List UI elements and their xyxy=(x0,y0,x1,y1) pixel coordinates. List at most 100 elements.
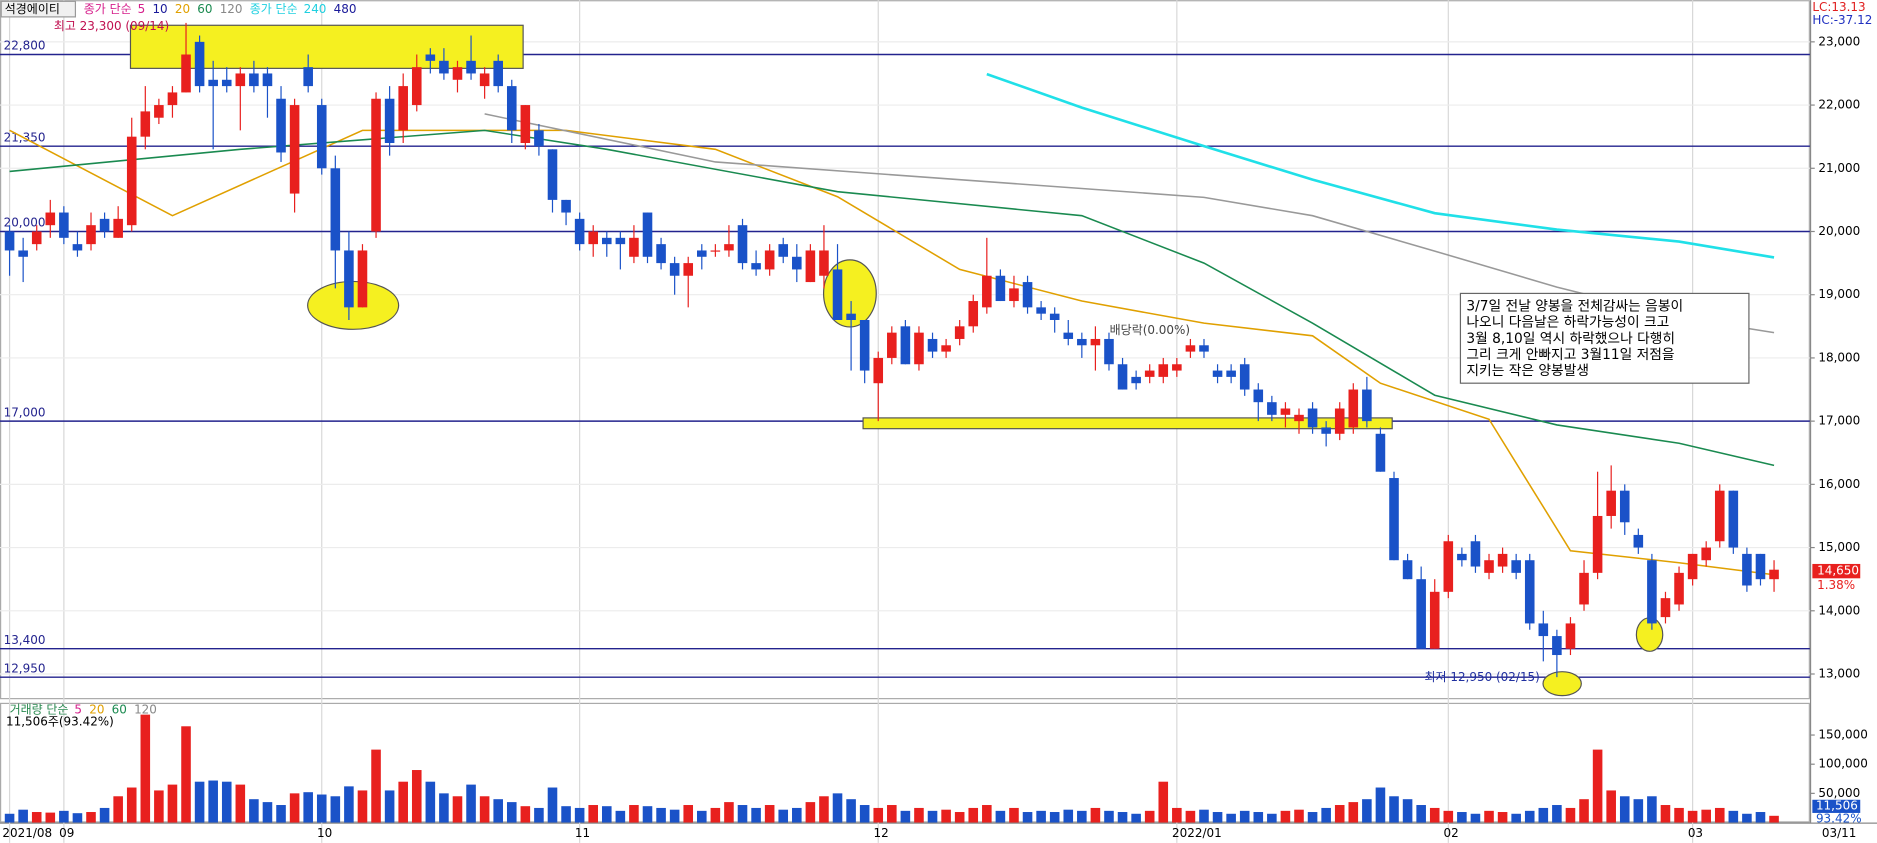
candle-body xyxy=(1375,433,1386,472)
volume-bar xyxy=(4,813,15,823)
price-tick-label: 16,000 xyxy=(1818,477,1860,491)
volume-bar xyxy=(316,794,327,823)
volume-bar xyxy=(629,805,639,823)
candle-body xyxy=(1755,553,1766,580)
candle-body xyxy=(384,98,395,143)
volume-bar xyxy=(1280,810,1291,823)
candle-body xyxy=(859,319,870,371)
level-label: 12,950 xyxy=(4,661,46,675)
candle-body xyxy=(262,73,273,87)
volume-bar xyxy=(1294,809,1304,823)
volume-bar xyxy=(344,786,354,823)
candle-body xyxy=(398,86,408,131)
change-label: 1.38% xyxy=(1817,578,1855,592)
candle-body xyxy=(1321,427,1331,434)
volume-bar xyxy=(1714,807,1725,823)
candle-body xyxy=(235,73,246,87)
candle-body xyxy=(1497,553,1508,567)
candle-body xyxy=(1063,332,1074,339)
volume-legend-period: 20 xyxy=(89,702,104,716)
volume-bar xyxy=(167,784,178,823)
date-label: 02 xyxy=(1444,826,1459,840)
legend-period: 5 xyxy=(138,2,146,16)
volume-bar xyxy=(1552,805,1562,823)
candle-body xyxy=(1742,553,1752,586)
volume-bar xyxy=(1185,810,1196,823)
volume-bar xyxy=(1063,809,1074,823)
candle-body xyxy=(18,250,28,257)
volume-bar xyxy=(1307,812,1318,823)
volume-bar xyxy=(1619,796,1630,823)
candle-body xyxy=(1619,490,1630,523)
candle-body xyxy=(1009,288,1019,302)
legend-period: 60 xyxy=(197,2,212,16)
volume-bar xyxy=(1022,812,1033,823)
candle-body xyxy=(276,98,286,153)
volume-summary: 11,506주(93.42%) xyxy=(6,714,114,728)
note-box xyxy=(1459,292,1750,384)
hc-label: HC:-37.12 xyxy=(1812,13,1872,27)
candle-body xyxy=(1565,623,1576,649)
volume-bar xyxy=(1090,807,1101,823)
candle-body xyxy=(914,332,924,365)
price-tick-label: 14,000 xyxy=(1818,603,1860,617)
candle-body xyxy=(1552,636,1562,656)
volume-bar xyxy=(547,787,558,823)
candle-body xyxy=(1280,408,1291,415)
volume-bar xyxy=(249,799,259,823)
level-label: 21,350 xyxy=(4,130,46,144)
candle-body xyxy=(1538,623,1549,637)
volume-bar xyxy=(751,807,761,823)
volume-bar xyxy=(1524,810,1535,823)
candle-body xyxy=(1701,547,1711,561)
volume-bar xyxy=(1144,810,1155,823)
volume-bar xyxy=(276,805,286,823)
volume-bar xyxy=(86,812,96,823)
date-label: 2021/08 xyxy=(2,826,52,840)
candle-body xyxy=(1144,370,1155,377)
candle-body xyxy=(1104,338,1114,365)
note-line: 지키는 작은 양봉발생 xyxy=(1466,363,1589,379)
candle-body xyxy=(221,79,232,87)
volume-bar xyxy=(859,805,870,823)
stock-name: 석경에이티 xyxy=(5,2,60,16)
candle-body xyxy=(697,250,707,257)
volume-bar xyxy=(683,805,694,823)
note-line: 나오니 다음날은 하락가능성이 크고 xyxy=(1466,315,1669,331)
date-label: 03 xyxy=(1688,826,1703,840)
candle-body xyxy=(1049,313,1060,320)
volume-bar xyxy=(954,812,965,823)
volume-bar xyxy=(887,805,897,823)
volume-bar xyxy=(1755,812,1766,823)
candle-body xyxy=(832,269,843,320)
volume-bar xyxy=(941,809,951,823)
level-label: 20,000 xyxy=(4,216,46,230)
volume-bar xyxy=(1334,805,1345,823)
moving-average xyxy=(986,72,1775,259)
candle-body xyxy=(154,105,164,118)
volume-bar xyxy=(927,810,938,823)
volume-bar xyxy=(588,805,598,823)
legend-period: 240 xyxy=(304,2,327,16)
candle-body xyxy=(1117,364,1128,390)
candle-body xyxy=(1402,560,1413,580)
candle-body xyxy=(1389,478,1399,561)
last-volume-box xyxy=(1812,799,1861,813)
candle-body xyxy=(1212,370,1223,377)
candle-body xyxy=(1362,389,1372,422)
marks-layer xyxy=(4,22,1779,823)
candle-body xyxy=(1457,553,1467,561)
volume-bar xyxy=(1701,809,1711,823)
candle-body xyxy=(1131,376,1141,384)
volume-bar xyxy=(534,807,544,823)
candle-body xyxy=(1524,560,1535,624)
volume-bar xyxy=(914,807,924,823)
volume-bar xyxy=(1375,787,1386,823)
legend-period: 480 xyxy=(334,2,357,16)
candle-body xyxy=(642,212,653,257)
candle-body xyxy=(737,225,748,264)
volume-bar xyxy=(792,807,802,823)
volume-bar xyxy=(1484,810,1494,823)
